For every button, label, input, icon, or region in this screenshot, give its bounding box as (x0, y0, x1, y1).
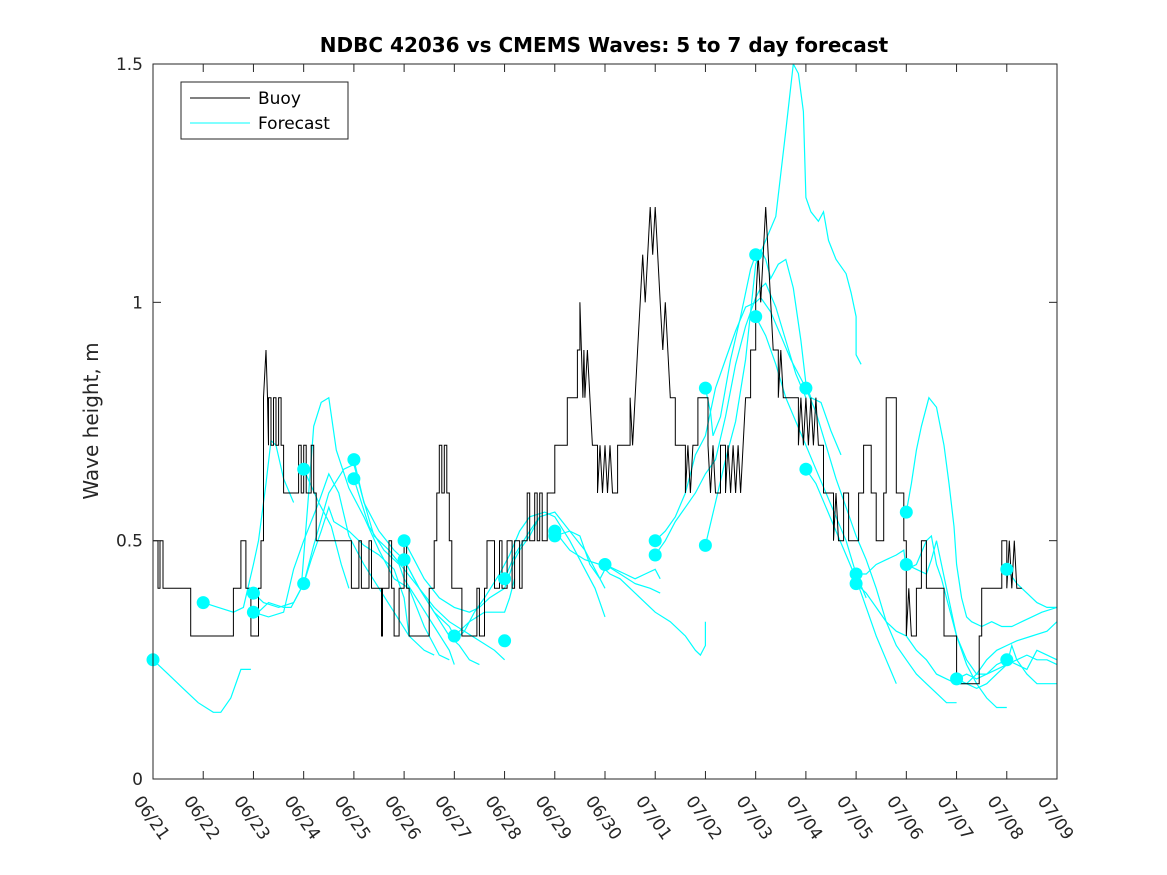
x-tick-label: 06/27 (430, 792, 474, 844)
forecast-line-29 (1006, 568, 1057, 608)
forecast-line-14 (604, 563, 661, 580)
forecast-marker-12 (498, 634, 512, 648)
forecast-markers (146, 248, 1014, 686)
forecast-marker-5 (297, 577, 311, 591)
forecast-marker-10 (447, 629, 461, 643)
forecast-marker-21 (749, 310, 763, 324)
legend-label-buoy: Buoy (258, 89, 301, 109)
forecast-marker-1 (196, 596, 210, 610)
forecast-marker-25 (849, 577, 863, 591)
forecast-marker-6 (347, 453, 361, 467)
x-tick-label: 06/22 (179, 792, 223, 844)
forecast-marker-8 (397, 534, 411, 548)
legend-label-forecast: Forecast (258, 114, 330, 134)
forecast-line-0 (153, 659, 251, 713)
y-tick-label: 0.5 (116, 532, 143, 552)
forecast-line-19 (704, 64, 862, 546)
forecast-marker-9 (397, 553, 411, 567)
x-tick-label: 07/01 (631, 792, 675, 844)
forecast-marker-18 (698, 381, 712, 395)
forecast-marker-22 (799, 381, 813, 395)
y-tick-label: 0 (132, 770, 143, 790)
chart-title: NDBC 42036 vs CMEMS Waves: 5 to 7 day fo… (320, 33, 889, 57)
legend-box (180, 81, 349, 140)
x-tick-label: 07/03 (732, 792, 776, 844)
x-tick-label: 06/28 (481, 792, 525, 844)
forecast-line-15 (554, 530, 706, 657)
forecast-line-17 (654, 296, 807, 542)
x-tick-label: 06/23 (229, 792, 273, 844)
forecast-line-22 (805, 468, 897, 684)
x-tick-label: 07/08 (983, 792, 1027, 844)
forecast-marker-19 (698, 538, 712, 552)
forecast-marker-15 (598, 558, 612, 571)
forecast-marker-16 (648, 534, 662, 548)
forecast-marker-28 (950, 672, 964, 686)
forecast-line-20 (755, 316, 867, 599)
y-axis: 0 0.5 1 1.5 (116, 55, 1057, 790)
forecast-line-1 (203, 439, 295, 613)
x-tick-label: 06/26 (380, 792, 424, 844)
y-tick-label: 1.5 (116, 55, 143, 75)
forecast-marker-2 (246, 586, 260, 600)
forecast-marker-29 (1000, 562, 1014, 576)
x-tick-label: 06/30 (581, 792, 625, 844)
forecast-marker-24 (849, 567, 863, 581)
forecast-marker-4 (297, 462, 311, 476)
forecast-marker-3 (246, 605, 260, 619)
forecast-marker-26 (899, 505, 913, 519)
forecast-line-25 (905, 396, 1057, 628)
forecast-line-26 (906, 540, 1057, 675)
x-tick-label: 06/21 (129, 792, 173, 844)
plot-area (153, 64, 1057, 779)
forecast-line-7 (353, 459, 506, 661)
forecast-line-4 (252, 396, 450, 661)
forecast-marker-14 (548, 529, 562, 543)
x-tick-label: 07/02 (681, 792, 725, 844)
forecast-marker-30 (1000, 653, 1014, 667)
y-tick-label: 1 (132, 293, 143, 313)
forecast-line-3 (253, 472, 435, 656)
forecast-line-18 (704, 248, 842, 456)
forecast-line-16 (654, 282, 807, 556)
forecast-line-12 (453, 511, 606, 642)
x-tick-label: 07/06 (882, 792, 926, 844)
x-tick-label: 07/05 (832, 792, 876, 844)
forecast-marker-20 (749, 248, 763, 262)
x-tick-label: 07/04 (782, 792, 826, 844)
forecast-marker-27 (899, 558, 913, 571)
forecast-marker-7 (347, 472, 361, 486)
forecast-marker-23 (799, 462, 813, 476)
y-axis-label: Wave height, m (79, 342, 103, 499)
x-tick-label: 07/09 (1033, 792, 1077, 844)
forecast-marker-11 (498, 572, 512, 586)
x-tick-label: 06/24 (280, 792, 324, 844)
x-tick-label: 06/25 (330, 792, 374, 844)
forecast-line-21 (805, 387, 957, 704)
legend: Buoy Forecast (180, 81, 349, 140)
forecast-marker-17 (648, 548, 662, 562)
x-tick-label: 07/07 (933, 792, 977, 844)
x-tick-label: 06/29 (531, 792, 575, 844)
buoy-series (153, 206, 1022, 685)
buoy-line (153, 206, 1022, 685)
